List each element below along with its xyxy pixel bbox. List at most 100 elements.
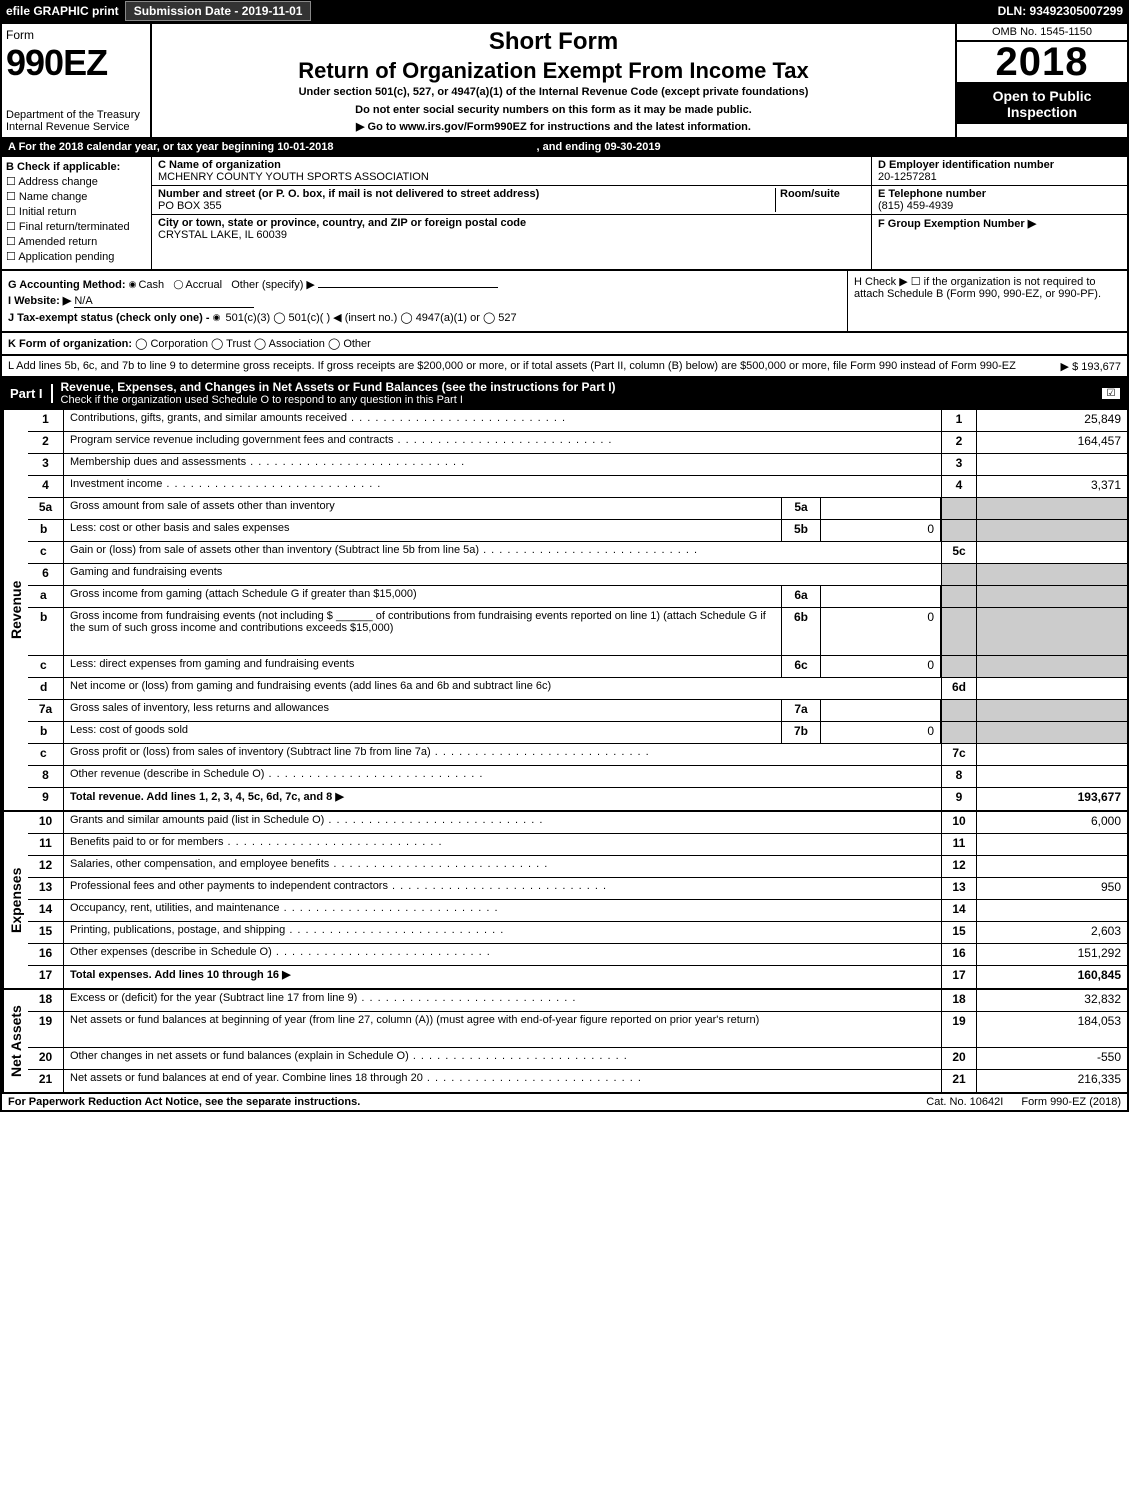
line-7c-amt [977,744,1127,765]
l-block: L Add lines 5b, 6c, and 7b to line 9 to … [0,356,1129,378]
line-11-amt [977,834,1127,855]
line-5a-box: 5a [781,498,821,519]
g-cash: Cash [138,279,164,291]
net-assets-section: Net Assets 18Excess or (deficit) for the… [0,990,1129,1094]
line-15-desc: Printing, publications, postage, and shi… [64,922,941,943]
line-6-desc: Gaming and fundraising events [64,564,941,585]
line-19-amt: 184,053 [977,1012,1127,1047]
part1-title: Revenue, Expenses, and Changes in Net As… [53,378,1095,408]
part1-header: Part I Revenue, Expenses, and Changes in… [0,378,1129,410]
g-cash-radio[interactable] [129,279,139,291]
line-5b-box: 5b [781,520,821,541]
gij-block: G Accounting Method: Cash Accrual Other … [0,271,1129,333]
top-bar: efile GRAPHIC print Submission Date - 20… [0,0,1129,22]
section-c: C Name of organization MCHENRY COUNTY YO… [152,157,872,269]
chk-name-change[interactable]: Name change [6,190,147,203]
under-section: Under section 501(c), 527, or 4947(a)(1)… [156,86,951,98]
line-3-amt [977,454,1127,475]
revenue-vlabel: Revenue [2,410,28,810]
line-1-desc: Contributions, gifts, grants, and simila… [64,410,941,431]
line-13-amt: 950 [977,878,1127,899]
c-city-label: City or town, state or province, country… [158,217,526,229]
line-5b-desc: Less: cost or other basis and sales expe… [64,520,781,541]
line-7c-desc: Gross profit or (loss) from sales of inv… [64,744,941,765]
line-4-amt: 3,371 [977,476,1127,497]
k-label: K Form of organization: [8,338,132,350]
line-5a-val [821,498,941,519]
line-6b-box: 6b [781,608,821,655]
section-def: D Employer identification number 20-1257… [872,157,1127,269]
g-label: G Accounting Method: [8,279,126,291]
line-20-desc: Other changes in net assets or fund bala… [64,1048,941,1069]
form-header: Form 990EZ Department of the Treasury In… [0,22,1129,139]
submission-date: Submission Date - 2019-11-01 [125,1,312,21]
line-6d-amt [977,678,1127,699]
d-ein-label: D Employer identification number [878,159,1054,171]
line-6a-desc: Gross income from gaming (attach Schedul… [64,586,781,607]
j-options: 501(c)(3) ◯ 501(c)( ) ◀ (insert no.) ◯ 4… [226,312,517,324]
part1-schedule-o-checkbox[interactable]: ☑ [1101,387,1121,400]
chk-final-return[interactable]: Final return/terminated [6,220,147,233]
line-7a-box: 7a [781,700,821,721]
line-7b-val: 0 [821,722,941,743]
line-19-desc: Net assets or fund balances at beginning… [64,1012,941,1047]
line-8-amt [977,766,1127,787]
g-accrual: Accrual [185,279,222,291]
line-2-amt: 164,457 [977,432,1127,453]
open-to-public: Open to Public Inspection [957,84,1127,124]
room-suite-label: Room/suite [780,188,840,200]
k-options: ◯ Corporation ◯ Trust ◯ Association ◯ Ot… [135,338,371,350]
chk-address-change[interactable]: Address change [6,175,147,188]
line-7b-desc: Less: cost of goods sold [64,722,781,743]
line-11-desc: Benefits paid to or for members [64,834,941,855]
line-4-desc: Investment income [64,476,941,497]
org-address: PO BOX 355 [158,200,222,212]
paperwork-notice: For Paperwork Reduction Act Notice, see … [2,1094,914,1110]
line-5a-desc: Gross amount from sale of assets other t… [64,498,781,519]
line-6a-val [821,586,941,607]
section-b: B Check if applicable: Address change Na… [2,157,152,269]
line-6c-box: 6c [781,656,821,677]
return-title: Return of Organization Exempt From Incom… [156,58,951,84]
line-5c-amt [977,542,1127,563]
irs-label: Internal Revenue Service [6,121,146,133]
line-13-desc: Professional fees and other payments to … [64,878,941,899]
l-gross-receipts: ▶ $ 193,677 [1061,360,1121,373]
line-10-desc: Grants and similar amounts paid (list in… [64,812,941,833]
line-5c-desc: Gain or (loss) from sale of assets other… [64,542,941,563]
header-left: Form 990EZ Department of the Treasury In… [2,24,152,137]
period-end: , and ending 09-30-2019 [537,141,661,153]
i-label: I Website: ▶ [8,295,71,307]
j-501c3-radio[interactable] [213,312,223,324]
line-9-amt: 193,677 [977,788,1127,810]
org-city: CRYSTAL LAKE, IL 60039 [158,229,287,241]
gij-left: G Accounting Method: Cash Accrual Other … [2,271,847,331]
chk-initial-return[interactable]: Initial return [6,205,147,218]
line-9-desc: Total revenue. Add lines 1, 2, 3, 4, 5c,… [64,788,941,810]
part1-label: Part I [2,384,53,403]
form-number: 990EZ [6,42,146,84]
line-3-desc: Membership dues and assessments [64,454,941,475]
info-block: B Check if applicable: Address change Na… [0,157,1129,271]
header-center: Short Form Return of Organization Exempt… [152,24,957,137]
expenses-section: Expenses 10Grants and similar amounts pa… [0,812,1129,990]
chk-application-pending[interactable]: Application pending [6,250,147,263]
line-14-desc: Occupancy, rent, utilities, and maintena… [64,900,941,921]
line-16-amt: 151,292 [977,944,1127,965]
period-begin: A For the 2018 calendar year, or tax yea… [8,141,333,153]
line-10-amt: 6,000 [977,812,1127,833]
line-16-desc: Other expenses (describe in Schedule O) [64,944,941,965]
chk-amended-return[interactable]: Amended return [6,235,147,248]
line-18-desc: Excess or (deficit) for the year (Subtra… [64,990,941,1011]
line-8-desc: Other revenue (describe in Schedule O) [64,766,941,787]
line-21-desc: Net assets or fund balances at end of ye… [64,1070,941,1092]
c-name-label: C Name of organization [158,159,281,171]
line-17-amt: 160,845 [977,966,1127,988]
g-other-input[interactable] [318,287,498,288]
org-name: MCHENRY COUNTY YOUTH SPORTS ASSOCIATION [158,171,429,183]
short-form-title: Short Form [156,28,951,56]
line-6c-val: 0 [821,656,941,677]
l-text: L Add lines 5b, 6c, and 7b to line 9 to … [8,360,1016,372]
g-accrual-radio[interactable] [173,279,185,291]
cat-number: Cat. No. 10642I [914,1094,1015,1110]
